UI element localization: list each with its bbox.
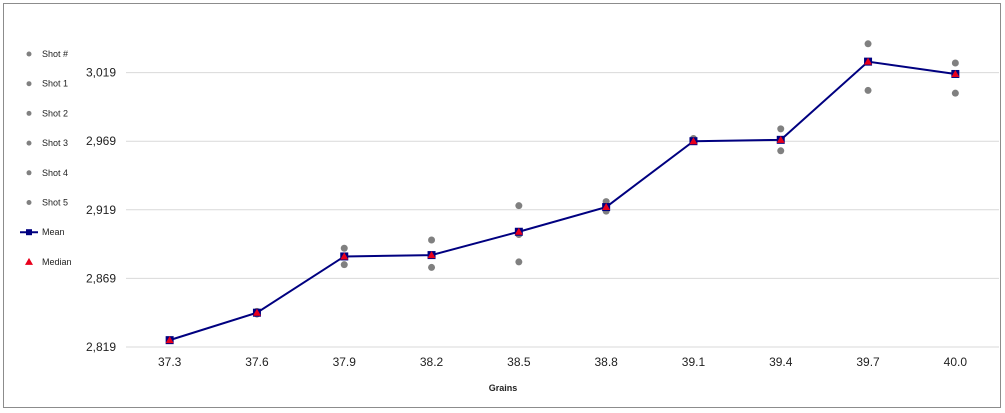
- median-point: [165, 336, 174, 344]
- legend-swatch-shot: [26, 81, 32, 87]
- legend-label: Shot 3: [42, 138, 68, 148]
- median-point: [951, 69, 960, 77]
- chart-svg: 2,819 2,869 2,919 2,969 3,019 37.3 37.6 37.9 38…: [20, 40, 999, 393]
- x-tick-label: 39.7: [856, 355, 880, 369]
- x-axis-title: Grains: [489, 383, 518, 393]
- shot-point: [777, 125, 785, 133]
- median-series: [165, 57, 960, 344]
- y-tick-label: 2,919: [86, 203, 116, 217]
- grid-lines: [126, 72, 999, 348]
- shot-point: [951, 59, 959, 67]
- y-tick-label: 2,969: [86, 134, 116, 148]
- shot-point: [428, 236, 436, 244]
- median-point: [427, 251, 436, 259]
- y-tick-label: 2,819: [86, 340, 116, 354]
- shot-point: [340, 261, 348, 269]
- legend-label: Shot 4: [42, 168, 68, 178]
- median-point: [776, 135, 785, 143]
- median-point: [864, 57, 873, 65]
- shot-point: [951, 89, 959, 97]
- x-tick-label: 39.4: [769, 355, 793, 369]
- median-point: [252, 308, 261, 316]
- legend-label: Shot #: [42, 49, 68, 59]
- legend-swatch-median: [25, 257, 33, 265]
- x-tick-label: 37.3: [158, 355, 182, 369]
- median-point: [514, 227, 523, 235]
- legend-swatch-shot: [26, 200, 32, 205]
- legend-swatch-mean: [26, 229, 32, 236]
- mean-series: [165, 57, 960, 345]
- x-tick-label: 38.8: [594, 355, 618, 369]
- legend-label: Median: [42, 257, 72, 267]
- chart-frame: 2,819 2,869 2,919 2,969 3,019 37.3 37.6 37.9 38…: [3, 3, 1001, 408]
- legend-label: Shot 2: [42, 108, 68, 118]
- legend-label: Shot 5: [42, 198, 68, 208]
- legend-swatch-shot: [26, 51, 32, 57]
- legend-label: Shot 1: [42, 79, 68, 89]
- x-tick-label: 37.6: [245, 355, 269, 369]
- x-tick-label: 38.2: [420, 355, 444, 369]
- median-point: [340, 252, 349, 260]
- shot-point: [340, 244, 348, 252]
- median-point: [602, 203, 611, 211]
- shot-point: [864, 40, 872, 48]
- mean-line: [169, 60, 956, 342]
- shot-point: [515, 202, 523, 210]
- legend-swatch-shot: [26, 110, 32, 116]
- x-tick-label: 40.0: [944, 355, 968, 369]
- legend-label: Mean: [42, 227, 65, 237]
- x-tick-label: 37.9: [333, 355, 357, 369]
- x-tick-label: 38.5: [507, 355, 531, 369]
- shot-point: [864, 86, 872, 94]
- y-tick-label: 3,019: [86, 66, 116, 80]
- y-tick-label: 2,869: [86, 271, 116, 285]
- shot-point: [428, 263, 436, 271]
- x-tick-labels: 37.3 37.6 37.9 38.2 38.5 38.8 39.1 39.4 39.7 40.0: [158, 355, 967, 369]
- legend-swatch-shot: [26, 140, 32, 146]
- median-point: [689, 137, 698, 145]
- legend-swatch-shot: [26, 170, 32, 176]
- y-tick-labels: 2,819 2,869 2,919 2,969 3,019: [86, 66, 116, 354]
- shot-point: [777, 147, 785, 155]
- shot-point: [515, 258, 523, 266]
- legend: Shot # Shot 1 Shot 2 Shot 3 Shot 4 Shot 5 Mean…: [20, 49, 72, 267]
- x-tick-label: 39.1: [682, 355, 706, 369]
